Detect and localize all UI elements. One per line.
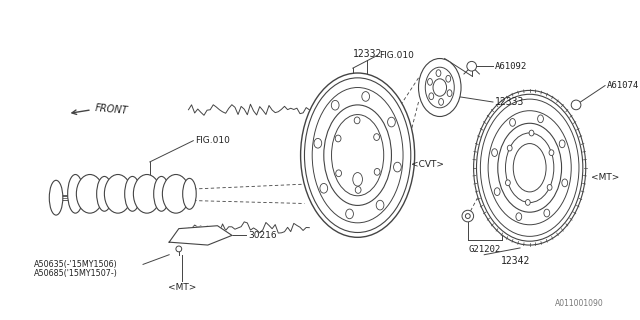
Text: A61074: A61074: [607, 81, 639, 90]
Ellipse shape: [426, 67, 454, 108]
Text: A50685('15MY1507-): A50685('15MY1507-): [34, 268, 118, 277]
Ellipse shape: [508, 145, 512, 151]
Ellipse shape: [332, 100, 339, 110]
Ellipse shape: [447, 90, 452, 97]
Ellipse shape: [354, 117, 360, 124]
Text: A50635(-'15MY1506): A50635(-'15MY1506): [34, 260, 118, 269]
Ellipse shape: [494, 188, 500, 196]
Ellipse shape: [462, 210, 474, 222]
Ellipse shape: [433, 79, 447, 96]
Ellipse shape: [529, 130, 534, 136]
Ellipse shape: [467, 61, 477, 71]
Ellipse shape: [362, 92, 369, 101]
Ellipse shape: [516, 213, 522, 220]
Ellipse shape: [547, 184, 552, 190]
Ellipse shape: [376, 200, 384, 210]
Ellipse shape: [446, 76, 451, 82]
Ellipse shape: [465, 214, 470, 219]
Ellipse shape: [301, 73, 415, 237]
Text: <MT>: <MT>: [591, 173, 619, 182]
Ellipse shape: [549, 150, 554, 156]
Ellipse shape: [394, 162, 401, 172]
Ellipse shape: [506, 180, 510, 186]
Ellipse shape: [419, 59, 461, 116]
Ellipse shape: [320, 183, 328, 193]
Ellipse shape: [324, 105, 392, 205]
Ellipse shape: [125, 176, 140, 211]
Text: 12342: 12342: [500, 256, 530, 266]
Ellipse shape: [335, 135, 341, 142]
Ellipse shape: [49, 180, 63, 215]
Ellipse shape: [513, 144, 546, 192]
Ellipse shape: [336, 170, 342, 177]
Ellipse shape: [436, 70, 441, 76]
Ellipse shape: [538, 115, 543, 123]
Polygon shape: [169, 226, 232, 245]
Ellipse shape: [388, 117, 396, 127]
Text: 30216: 30216: [248, 231, 277, 240]
Ellipse shape: [488, 111, 572, 225]
Ellipse shape: [481, 99, 579, 236]
Ellipse shape: [355, 187, 361, 193]
Ellipse shape: [477, 94, 583, 241]
Text: 12333: 12333: [495, 97, 524, 107]
Ellipse shape: [312, 87, 403, 223]
Ellipse shape: [525, 200, 530, 205]
Text: FRONT: FRONT: [95, 103, 129, 116]
Ellipse shape: [76, 174, 104, 213]
Ellipse shape: [572, 100, 581, 110]
Text: <MT>: <MT>: [168, 283, 196, 292]
Ellipse shape: [104, 174, 131, 213]
Ellipse shape: [163, 174, 189, 213]
Text: G21202: G21202: [468, 245, 500, 254]
Ellipse shape: [182, 178, 196, 209]
Ellipse shape: [332, 115, 384, 196]
Text: A011001090: A011001090: [556, 299, 604, 308]
Ellipse shape: [492, 149, 497, 156]
Text: <CVT>: <CVT>: [411, 160, 444, 169]
Ellipse shape: [68, 174, 83, 213]
Ellipse shape: [509, 118, 515, 126]
Ellipse shape: [544, 209, 550, 217]
Ellipse shape: [428, 78, 433, 85]
Text: 12332: 12332: [353, 49, 382, 59]
Ellipse shape: [305, 78, 411, 233]
Ellipse shape: [562, 179, 568, 187]
Ellipse shape: [498, 123, 561, 212]
Text: A61092: A61092: [495, 62, 527, 71]
Ellipse shape: [506, 133, 554, 203]
Text: FIG.010: FIG.010: [379, 51, 414, 60]
Ellipse shape: [429, 93, 434, 100]
Text: FIG.010: FIG.010: [195, 136, 230, 145]
Ellipse shape: [97, 176, 112, 211]
Ellipse shape: [176, 246, 182, 252]
Ellipse shape: [559, 140, 565, 148]
Ellipse shape: [374, 134, 380, 140]
Ellipse shape: [314, 139, 322, 148]
Ellipse shape: [374, 168, 380, 175]
Ellipse shape: [474, 91, 586, 245]
Ellipse shape: [438, 99, 444, 105]
Ellipse shape: [154, 176, 169, 211]
Ellipse shape: [133, 174, 161, 213]
Ellipse shape: [346, 209, 353, 219]
Ellipse shape: [353, 172, 362, 186]
